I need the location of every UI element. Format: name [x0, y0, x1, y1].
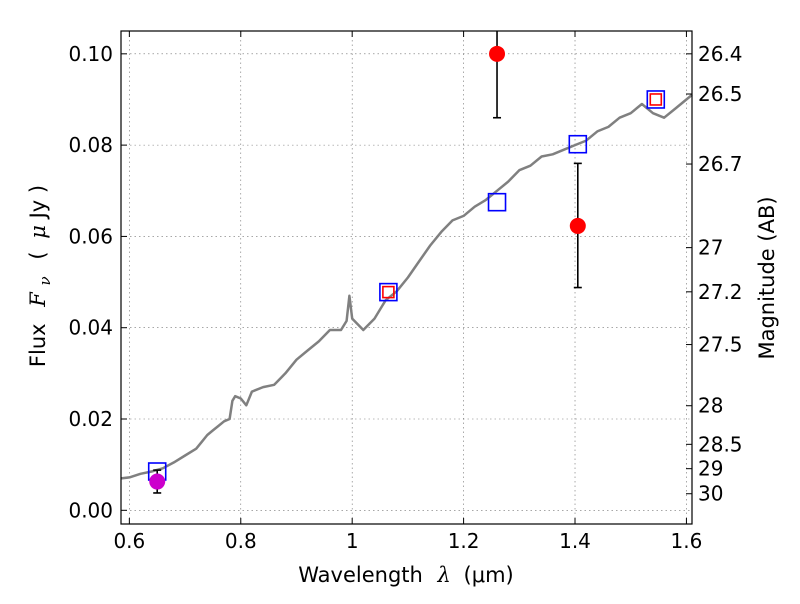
y2-tick-label: 26.4 — [698, 42, 743, 66]
y2-axis-label: Magnitude (AB) — [755, 196, 779, 359]
y-axis-label-unit-mu: μ — [26, 225, 50, 239]
data-point-square — [487, 192, 507, 212]
data-point-circle — [149, 473, 166, 490]
y-tick-label: 0.10 — [68, 42, 113, 66]
y2-tick-label: 29 — [698, 457, 723, 481]
marker-layer — [147, 31, 666, 494]
y2-tick-label: 30 — [698, 482, 723, 506]
y-tick-label: 0.06 — [68, 224, 113, 248]
y-axis-label-prefix: Flux — [26, 323, 50, 367]
data-point-square — [382, 285, 395, 299]
y-tick-label: 0.00 — [68, 498, 113, 522]
x-tick-label: 1.4 — [559, 529, 591, 553]
y-tick-label: 0.02 — [68, 407, 113, 431]
grid-layer — [121, 31, 692, 524]
y2-tick-label: 26.7 — [698, 152, 743, 176]
data-point-square — [568, 134, 588, 154]
data-point-square — [646, 90, 666, 109]
tick-layer: 0.6 0.8 1 1.2 1.4 1.6 0.00 0.02 0.04 0.06 0.08 0.10… — [68, 31, 743, 553]
x-tick-label: 1.6 — [671, 529, 703, 553]
x-tick-label: 1.2 — [448, 529, 480, 553]
y-axis-label-unit-rest: Jy ) — [26, 185, 50, 221]
y2-tick-label: 28 — [698, 394, 723, 418]
y2-tick-label: 27 — [698, 236, 723, 260]
x-axis-label-unit: (μm) — [464, 563, 514, 587]
x-tick-label: 0.6 — [113, 529, 145, 553]
y-tick-label: 0.04 — [68, 316, 113, 340]
y-axis-label-math: F — [26, 291, 50, 308]
data-point-circle — [489, 45, 506, 62]
data-point-square — [379, 282, 398, 302]
y2-tick-label: 28.5 — [698, 432, 743, 456]
y-axis-label-sub: ν — [36, 276, 54, 285]
y-axis-label-unit-open: ( — [26, 251, 50, 259]
y-tick-label: 0.08 — [68, 133, 113, 157]
y2-tick-label: 27.2 — [698, 280, 743, 304]
data-point-square — [649, 93, 663, 106]
spectrum-layer — [120, 93, 693, 480]
x-axis-label-math: λ — [437, 563, 451, 587]
x-tick-label: 0.8 — [225, 529, 257, 553]
model-spectrum-line — [120, 93, 693, 480]
plot-frame — [120, 30, 693, 525]
y2-tick-label: 27.5 — [698, 333, 743, 357]
y2-tick-label: 26.5 — [698, 82, 743, 106]
x-axis-label: Wavelength λ (μm) — [298, 563, 513, 587]
y-axis-label: Flux F ν ( μ Jy ) — [26, 185, 55, 367]
x-axis-label-prefix: Wavelength — [298, 563, 423, 587]
data-point-circle — [569, 217, 586, 234]
x-tick-label: 1 — [346, 529, 359, 553]
